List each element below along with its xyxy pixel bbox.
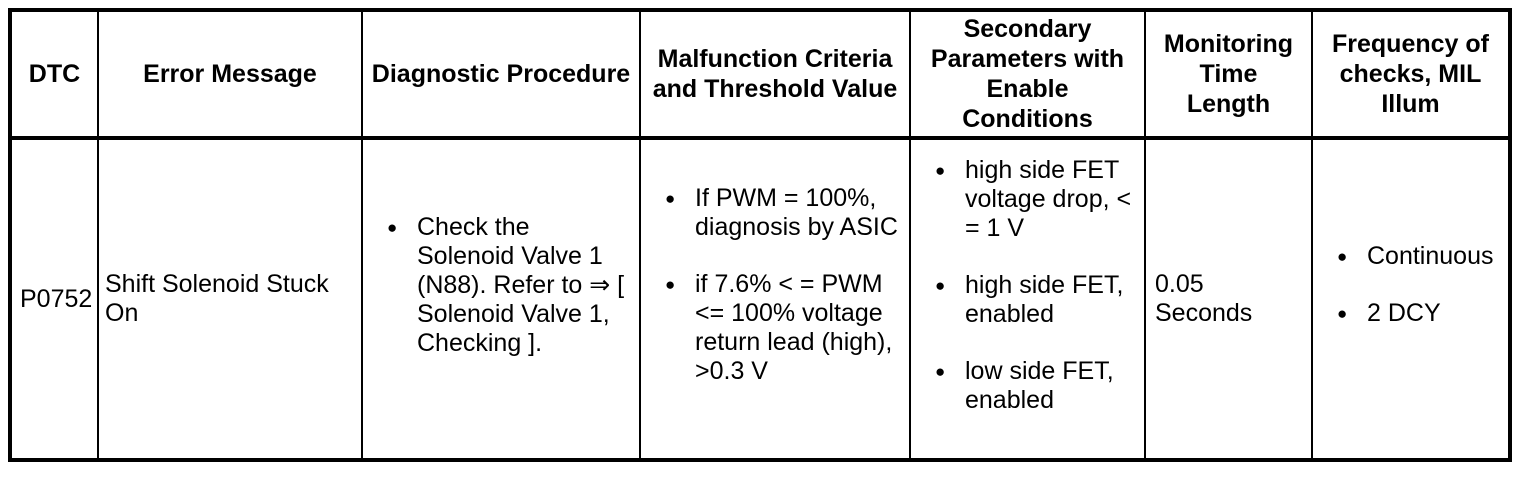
error-message-text: Shift Solenoid Stuck On [105,270,329,327]
bullet-icon: ● [935,275,946,295]
bullet-item-text: if 7.6% < = PWM <= 100% voltage return l… [695,270,893,385]
bullet-item-text: low side FET, enabled [965,356,1114,414]
table-row: P0752 Shift Solenoid Stuck On ● Check the… [9,137,1511,461]
dtc-table: DTC Error Message Diagnostic Procedure M… [8,8,1512,462]
bullet-item: ● if 7.6% < = PWM <= 100% voltage return … [665,270,907,386]
col-header-monitoring-time: Monitoring Time Length [1144,9,1313,140]
bullet-item: ● Continuous [1337,242,1506,271]
bullet-icon: ● [665,275,676,294]
col-header-malfunction-criteria-label: Malfunction Criteria and Threshold Value [652,45,898,103]
bullet-item: ● Check the Solenoid Valve 1 (N88). Refer… [387,213,637,358]
bullet-icon: ● [935,361,946,381]
malfunction-criteria-list: ● If PWM = 100%, diagnosis by ASIC ● if 7.6… [665,184,907,386]
col-header-diagnostic-procedure: Diagnostic Procedure [361,9,641,140]
bullet-item: ● high side FET voltage drop, < = 1 V [935,156,1142,243]
bullet-item-text: high side FET, enabled [965,270,1124,328]
cell-secondary-parameters: ● high side FET voltage drop, < = 1 V ● hig… [909,137,1146,461]
bullet-icon: ● [665,189,676,208]
bullet-item-text: 2 DCY [1367,299,1441,327]
bullet-icon: ● [935,160,946,180]
frequency-list: ● Continuous ● 2 DCY [1337,242,1506,328]
secondary-parameters-list: ● high side FET voltage drop, < = 1 V ● hig… [935,156,1142,415]
bullet-item-text: If PWM = 100%, diagnosis by ASIC [695,184,898,241]
col-header-monitoring-time-label: Monitoring Time Length [1163,30,1294,118]
col-header-dtc-label: DTC [28,60,81,88]
bullet-item: ● 2 DCY [1337,299,1506,328]
bullet-item-text: high side FET voltage drop, < = 1 V [965,155,1132,242]
monitoring-time-text: 0.05 Seconds [1155,270,1253,327]
col-header-malfunction-criteria: Malfunction Criteria and Threshold Value [639,9,911,140]
col-header-diagnostic-procedure-label: Diagnostic Procedure [371,60,631,88]
bullet-item: ● If PWM = 100%, diagnosis by ASIC [665,184,907,242]
bullet-icon: ● [387,217,398,237]
cell-dtc: P0752 [9,137,99,461]
col-header-secondary-parameters-label: Secondary Parameters with Enable Conditi… [930,15,1125,133]
cell-malfunction-criteria: ● If PWM = 100%, diagnosis by ASIC ● if 7.6… [639,137,911,461]
col-header-error-message: Error Message [97,9,363,140]
bullet-item-text: Check the Solenoid Valve 1 (N88). Refer … [417,212,625,357]
col-header-frequency: Frequency of checks, MIL Illum [1311,9,1511,140]
col-header-frequency-label: Frequency of checks, MIL Illum [1332,30,1489,118]
diagnostic-procedure-list: ● Check the Solenoid Valve 1 (N88). Refer… [387,213,637,358]
dtc-code: P0752 [20,284,93,313]
bullet-icon: ● [1337,247,1348,266]
bullet-icon: ● [1337,304,1348,323]
bullet-item-text: Continuous [1367,242,1494,270]
cell-monitoring-time: 0.05 Seconds [1144,137,1313,461]
col-header-secondary-parameters: Secondary Parameters with Enable Conditi… [909,9,1146,140]
col-header-dtc: DTC [9,9,99,140]
col-header-error-message-label: Error Message [143,60,317,88]
cell-error-message: Shift Solenoid Stuck On [97,137,363,461]
cell-frequency: ● Continuous ● 2 DCY [1311,137,1511,461]
bullet-item: ● low side FET, enabled [935,357,1142,415]
bullet-item: ● high side FET, enabled [935,271,1142,329]
table-header-row: DTC Error Message Diagnostic Procedure M… [9,9,1511,140]
cell-diagnostic-procedure: ● Check the Solenoid Valve 1 (N88). Refer… [361,137,641,461]
